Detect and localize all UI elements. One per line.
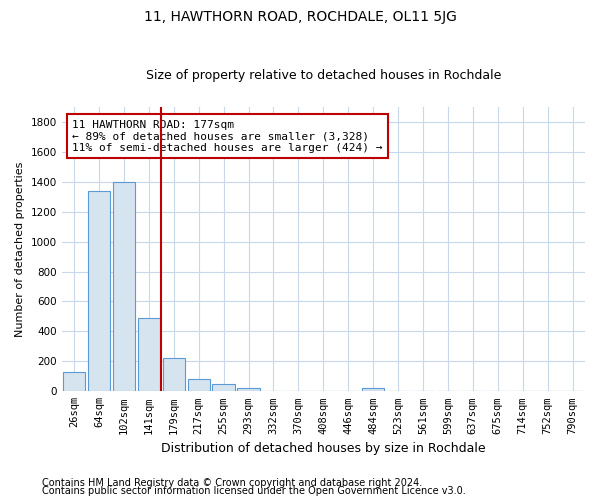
Text: 11 HAWTHORN ROAD: 177sqm
← 89% of detached houses are smaller (3,328)
11% of sem: 11 HAWTHORN ROAD: 177sqm ← 89% of detach… [72, 120, 383, 153]
Text: Contains HM Land Registry data © Crown copyright and database right 2024.: Contains HM Land Registry data © Crown c… [42, 478, 422, 488]
Bar [63, 372, 85, 392]
Bar [163, 358, 185, 392]
Title: Size of property relative to detached houses in Rochdale: Size of property relative to detached ho… [146, 69, 501, 82]
X-axis label: Distribution of detached houses by size in Rochdale: Distribution of detached houses by size … [161, 442, 485, 455]
Y-axis label: Number of detached properties: Number of detached properties [15, 162, 25, 336]
Bar [113, 182, 135, 392]
Bar [188, 380, 210, 392]
Bar [137, 318, 160, 392]
Text: 11, HAWTHORN ROAD, ROCHDALE, OL11 5JG: 11, HAWTHORN ROAD, ROCHDALE, OL11 5JG [143, 10, 457, 24]
Bar [362, 388, 385, 392]
Text: Contains public sector information licensed under the Open Government Licence v3: Contains public sector information licen… [42, 486, 466, 496]
Bar [88, 190, 110, 392]
Bar [212, 384, 235, 392]
Bar [238, 388, 260, 392]
